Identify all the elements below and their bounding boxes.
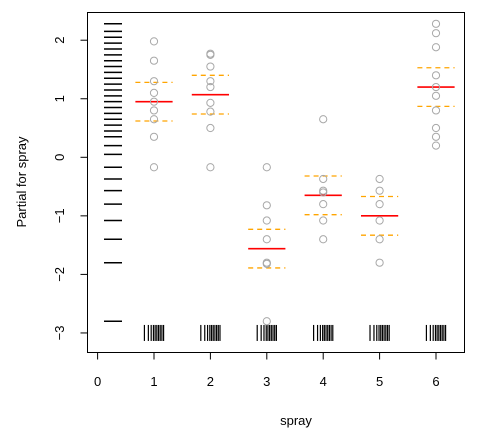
y-tick-label: 0 (52, 154, 67, 161)
y-tick-label: 2 (52, 37, 67, 44)
x-rug (143, 324, 447, 341)
residual-point (149, 132, 159, 141)
residual-point (431, 106, 441, 115)
residual-point (206, 77, 215, 86)
residual-point (149, 37, 159, 46)
residual-point (319, 216, 328, 225)
y-axis: −3 −2 −1 0 1 2 (52, 37, 88, 341)
residual-point (262, 317, 271, 326)
residual-point (375, 200, 384, 209)
fitted-lines (135, 86, 455, 250)
residual-point (206, 107, 215, 116)
residual-point (375, 235, 384, 244)
confidence-bands (135, 67, 455, 269)
x-axis-title: spray (280, 413, 312, 428)
residual-point (206, 82, 215, 92)
residual-point (206, 50, 215, 59)
x-tick-label: 0 (94, 374, 101, 389)
x-tick-label: 2 (207, 374, 214, 389)
x-tick-label: 6 (432, 374, 439, 389)
x-axis: 0 1 2 3 4 5 6 (94, 352, 440, 389)
residual-point (375, 216, 384, 225)
residual-point (206, 163, 215, 172)
y-tick-label: −1 (52, 208, 67, 223)
residual-point (431, 82, 441, 92)
residual-point (149, 88, 159, 97)
residual-point (431, 29, 441, 38)
residual-point (431, 123, 441, 133)
plot-box (87, 12, 465, 353)
residual-point (375, 186, 384, 195)
residual-point (206, 98, 215, 107)
residual-point (319, 235, 328, 244)
residual-point (431, 19, 441, 28)
x-tick-label: 5 (376, 374, 383, 389)
x-tick-label: 1 (150, 374, 157, 389)
y-axis-title: Partial for spray (14, 136, 29, 228)
residual-points (149, 19, 441, 326)
residual-point (262, 235, 271, 244)
y-tick-label: 1 (52, 95, 67, 102)
residual-point (262, 216, 271, 225)
residual-point (206, 62, 215, 71)
residual-point (319, 186, 328, 195)
residual-point (149, 56, 159, 65)
residual-point (431, 71, 441, 80)
residual-point (149, 106, 159, 115)
residual-point (319, 200, 328, 209)
y-tick-label: −2 (52, 267, 67, 282)
residual-point (319, 174, 328, 184)
residual-point (431, 91, 441, 100)
residual-point (262, 201, 271, 210)
residual-point (431, 43, 441, 52)
residual-point (262, 259, 271, 268)
residual-point (375, 174, 384, 184)
residual-point (149, 77, 159, 86)
residual-point (319, 188, 328, 197)
residual-point (149, 115, 159, 124)
x-tick-label: 4 (320, 374, 327, 389)
residual-point (149, 97, 159, 106)
residual-point (375, 258, 384, 267)
residual-point (319, 115, 328, 124)
y-tick-label: −3 (52, 326, 67, 341)
residual-point (262, 163, 271, 172)
residual-point (431, 141, 441, 150)
y-rug (104, 23, 122, 322)
residual-point (206, 123, 215, 133)
residual-point (149, 163, 159, 172)
x-tick-label: 3 (263, 374, 270, 389)
residual-point (431, 132, 441, 141)
